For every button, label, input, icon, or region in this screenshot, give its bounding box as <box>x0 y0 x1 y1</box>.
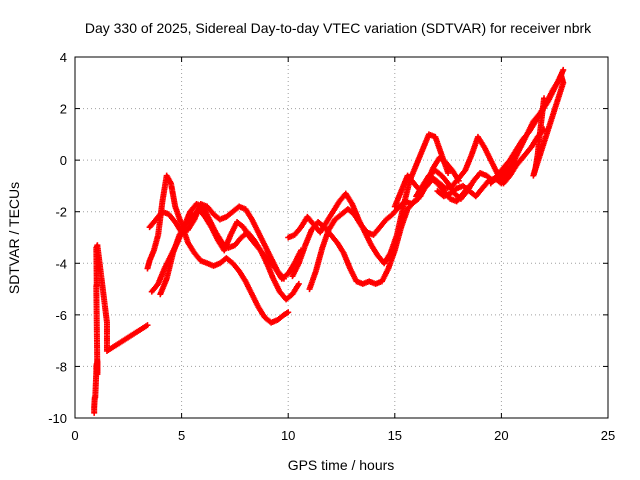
y-tick-label: 2 <box>60 102 67 117</box>
x-tick-label: 5 <box>178 428 185 443</box>
x-tick-label: 0 <box>71 428 78 443</box>
y-tick-label: 0 <box>60 153 67 168</box>
data-point <box>295 280 302 287</box>
plot-frame <box>74 56 609 419</box>
data-point <box>280 275 287 282</box>
data-point <box>445 170 452 177</box>
data-point <box>285 309 292 316</box>
x-tick-label: 15 <box>388 428 402 443</box>
y-tick-label: -8 <box>55 359 67 374</box>
y-tick-label: -10 <box>48 411 67 426</box>
grid-lines <box>75 57 608 418</box>
axis-ticks: 0 5 10 15 20 25 -10 -8 -6 -4 -2 0 2 4 <box>48 50 615 443</box>
data-points <box>91 66 567 416</box>
series-track-d <box>146 200 287 282</box>
y-tick-label: 4 <box>60 50 67 65</box>
y-tick-label: -2 <box>55 205 67 220</box>
x-axis-label: GPS time / hours <box>288 457 395 473</box>
y-axis-label: SDTVAR / TECUs <box>6 182 22 294</box>
x-tick-label: 10 <box>281 428 295 443</box>
series-early-isolated <box>91 242 151 416</box>
series-track-k <box>487 72 567 187</box>
x-tick-label: 20 <box>494 428 508 443</box>
x-tick-label: 25 <box>601 428 615 443</box>
chart-title: Day 330 of 2025, Sidereal Day-to-day VTE… <box>85 20 592 36</box>
series-track-a <box>144 172 292 326</box>
data-point <box>560 66 567 73</box>
series-track-e <box>285 131 452 267</box>
y-tick-label: -6 <box>55 308 67 323</box>
data-point <box>541 95 548 102</box>
data-point <box>144 322 151 329</box>
y-tick-label: -4 <box>55 256 67 271</box>
